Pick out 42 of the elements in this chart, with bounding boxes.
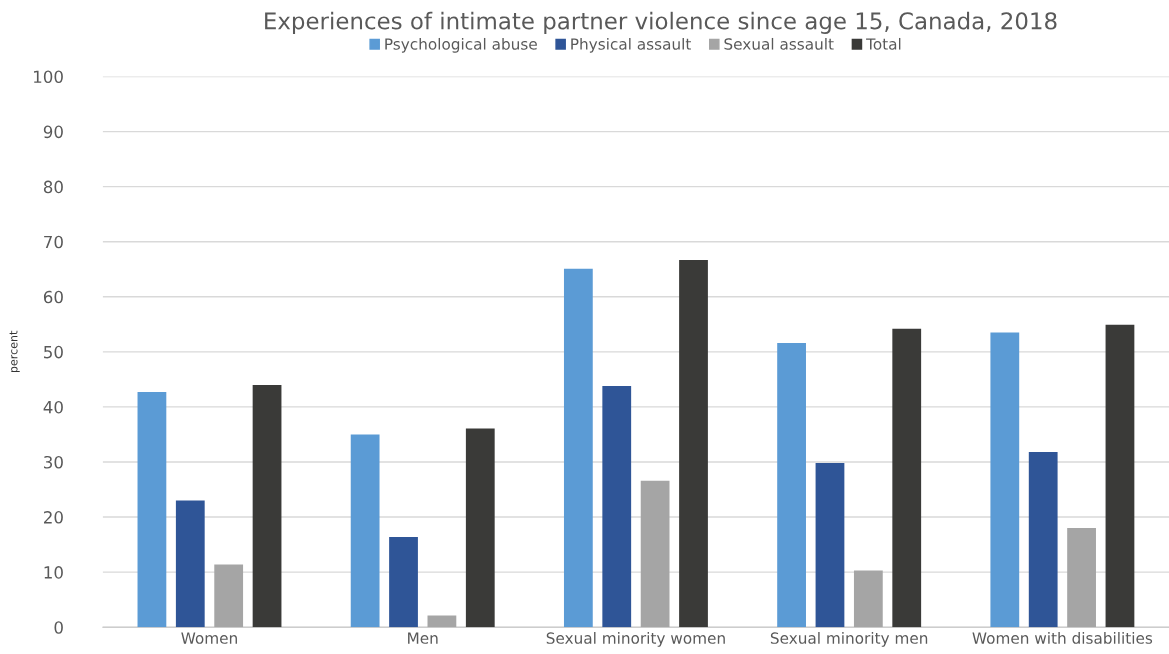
- bar: [602, 385, 632, 628]
- legend-label: Total: [866, 37, 901, 50]
- y-tick-label: 70: [44, 235, 63, 249]
- legend-label: Physical assault: [571, 37, 691, 53]
- bar: [892, 328, 922, 628]
- bar: [252, 384, 282, 628]
- bar: [1105, 324, 1135, 628]
- bar: [137, 392, 167, 628]
- y-tick-label: 0: [54, 621, 63, 634]
- y-tick-label: 100: [34, 70, 63, 84]
- x-tick-label: Women: [181, 632, 237, 644]
- bar: [427, 615, 457, 628]
- bar: [465, 428, 495, 628]
- y-axis-title: percent: [9, 330, 20, 373]
- bar: [175, 500, 205, 628]
- y-tick-label: 80: [43, 180, 63, 194]
- y-tick-label: 20: [44, 511, 63, 524]
- y-tick-label: 90: [43, 125, 63, 139]
- bar: [1028, 452, 1058, 628]
- x-tick-label: Sexual minority men: [770, 632, 928, 647]
- y-tick-label: 40: [43, 400, 63, 414]
- legend-label: Psychological abuse: [385, 37, 537, 53]
- bar: [214, 564, 244, 628]
- bar: [815, 463, 845, 628]
- legend-label: Sexual assault: [724, 37, 834, 50]
- bar: [640, 480, 670, 628]
- bar: [853, 570, 883, 628]
- x-tick-label: Women with disabilities: [972, 632, 1153, 644]
- x-tick-label: Sexual minority women: [546, 632, 725, 647]
- bar: [1067, 528, 1096, 628]
- bar: [990, 332, 1020, 628]
- bar: [389, 536, 418, 628]
- y-tick-label: 60: [43, 290, 63, 304]
- y-tick-label: 10: [44, 566, 63, 579]
- chart-title: Experiences of intimate partner violence since age 15, Canada, 2018: [265, 11, 1057, 34]
- bar: [777, 343, 806, 628]
- x-tick-label: Men: [408, 632, 438, 644]
- bar: [679, 259, 708, 628]
- bar: [350, 434, 380, 628]
- y-tick-label: 30: [44, 455, 63, 469]
- y-tick-label: 50: [44, 345, 63, 359]
- bar: [563, 268, 593, 628]
